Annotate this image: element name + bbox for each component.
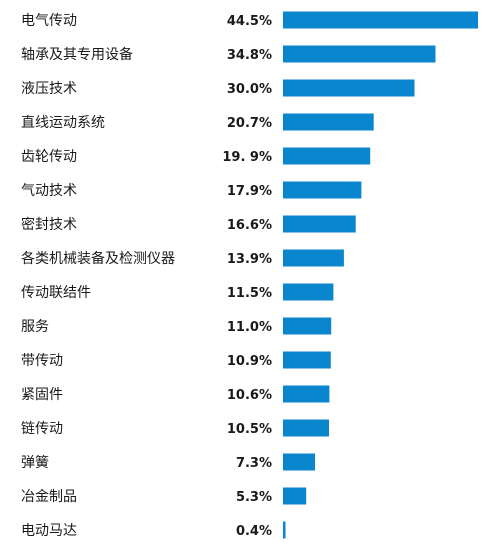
category-label: 冶金制品 (21, 489, 77, 505)
category-label: 齿轮传动 (21, 149, 77, 165)
value-label: 44.5% (227, 14, 272, 29)
value-label: 20.7% (227, 116, 272, 131)
category-label: 轴承及其专用设备 (21, 46, 133, 63)
category-label: 弹簧 (21, 455, 49, 471)
bar (283, 11, 478, 29)
category-label: 紧固件 (21, 387, 63, 403)
category-label: 直线运动系统 (21, 114, 105, 131)
category-label: 链传动 (21, 421, 63, 437)
bar (283, 215, 356, 233)
value-label: 30.0% (227, 82, 272, 97)
value-label: 13.9% (227, 252, 272, 267)
bar (283, 283, 334, 301)
value-label: 11.5% (227, 286, 272, 301)
category-label: 带传动 (21, 353, 63, 369)
value-label: 10.5% (227, 422, 272, 437)
bar (283, 147, 371, 165)
bar (283, 385, 330, 403)
value-label: 5.3% (236, 490, 272, 505)
bar (283, 317, 332, 335)
category-label: 各类机械装备及检测仪器 (21, 250, 175, 267)
bar (283, 521, 286, 539)
bar (283, 419, 329, 437)
category-label: 密封技术 (21, 216, 77, 233)
bar (283, 249, 344, 267)
value-label: 17.9% (227, 184, 272, 199)
bar (283, 453, 315, 471)
chart-rows: 电气传动 44.5% 轴承及其专用设备 34.8% 液压技术 30.0% 直线运动系统 20.… (21, 11, 478, 539)
category-label: 服务 (21, 319, 49, 335)
value-label: 7.3% (236, 456, 272, 471)
category-label: 液压技术 (21, 81, 77, 97)
bar (283, 351, 331, 369)
value-label: 10.6% (227, 388, 272, 403)
bar (283, 45, 436, 63)
value-label: 16.6% (227, 218, 272, 233)
category-label: 电气传动 (21, 13, 77, 29)
bar (283, 113, 374, 131)
value-label: 19. 9% (222, 150, 272, 165)
value-label: 10.9% (227, 354, 272, 369)
category-label: 传动联结件 (21, 285, 91, 301)
value-label: 34.8% (227, 48, 272, 63)
bar (283, 79, 415, 97)
value-label: 0.4% (236, 524, 272, 539)
category-label: 电动马达 (21, 523, 77, 539)
value-label: 11.0% (227, 320, 272, 335)
bar (283, 181, 362, 199)
category-label: 气动技术 (21, 183, 77, 199)
bar (283, 487, 307, 505)
